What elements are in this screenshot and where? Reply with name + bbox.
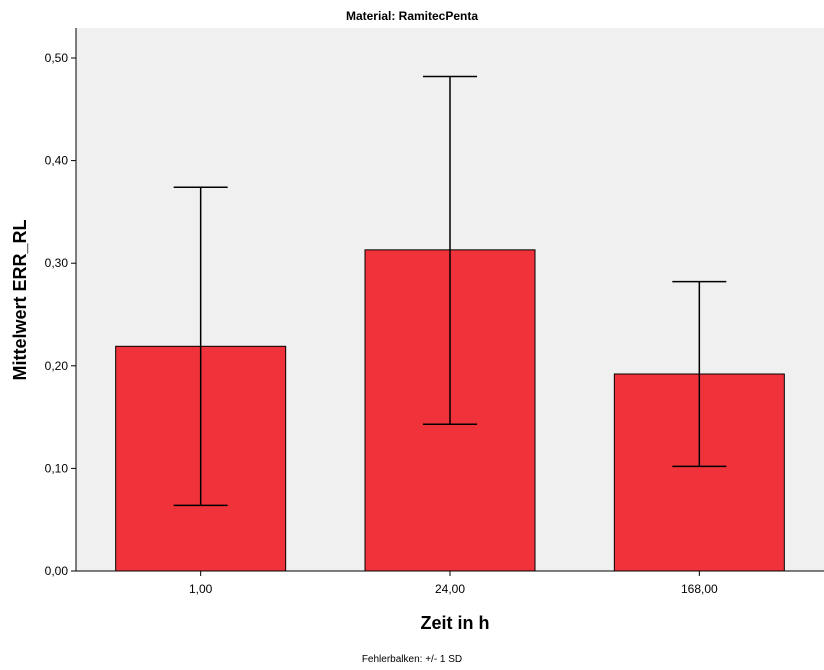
y-tick-label: 0,10 xyxy=(45,461,69,475)
chart-title: Material: RamitecPenta xyxy=(346,9,478,23)
x-axis-label: Zeit in h xyxy=(421,613,490,633)
y-tick-label: 0,30 xyxy=(45,256,69,270)
error-bar xyxy=(672,280,727,468)
y-axis-label: Mittelwert ERR_RL xyxy=(10,219,30,380)
error-bar-footnote: Fehlerbalken: +/- 1 SD xyxy=(362,654,462,665)
x-tick-label: 24,00 xyxy=(435,582,465,596)
error-bar xyxy=(423,75,477,426)
y-axis-ticks: 0,00 0,10 0,20 0,30 0,40 0,50 xyxy=(45,51,76,578)
x-tick-label: 168,00 xyxy=(681,582,718,596)
y-tick-label: 0,50 xyxy=(45,51,69,65)
y-tick-label: 0,00 xyxy=(45,564,69,578)
x-tick-label: 1,00 xyxy=(189,582,213,596)
y-tick-label: 0,20 xyxy=(45,359,69,373)
y-tick-label: 0,40 xyxy=(45,154,69,168)
error-bars-layer xyxy=(173,75,727,507)
x-axis-ticks: 1,00 24,00 168,00 xyxy=(189,571,718,596)
error-bar xyxy=(173,186,228,507)
